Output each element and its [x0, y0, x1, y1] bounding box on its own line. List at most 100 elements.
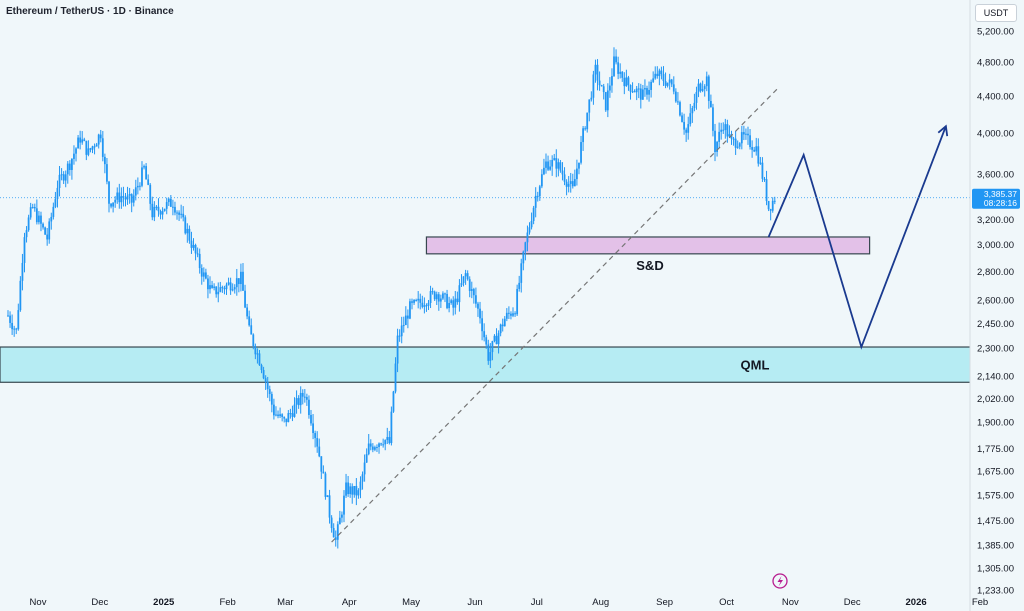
candle-body	[58, 174, 61, 188]
x-tick-label: Nov	[782, 597, 799, 608]
candle-body	[221, 287, 224, 289]
candle-body	[532, 207, 535, 221]
x-tick-label: Apr	[342, 597, 357, 608]
candle-body	[396, 335, 399, 364]
x-tick-label: Jul	[531, 597, 543, 608]
y-tick-label: 2,020.00	[977, 394, 1014, 405]
candle-body	[621, 71, 624, 78]
candle-body	[423, 305, 426, 307]
y-tick-label: 5,200.00	[977, 27, 1014, 38]
candle-body	[324, 473, 327, 497]
x-tick-label: Nov	[30, 597, 47, 608]
candle-body	[213, 286, 216, 288]
candle-body	[209, 285, 211, 290]
candle-body	[106, 164, 108, 182]
candle-body	[285, 418, 288, 423]
candle-body	[394, 363, 397, 392]
candle-body	[70, 158, 73, 170]
candle-body	[703, 86, 706, 90]
candle-body	[773, 200, 776, 202]
candle-body	[421, 302, 424, 307]
candle-body	[557, 162, 560, 169]
candle-body	[165, 202, 168, 209]
candle-body	[196, 253, 199, 255]
candle-body	[194, 244, 197, 254]
candle-body	[60, 174, 63, 176]
candle-body	[270, 394, 273, 405]
candle-body	[402, 325, 405, 327]
candle-body	[380, 443, 382, 445]
candle-body	[110, 203, 112, 207]
candle-body	[289, 413, 292, 415]
candle-body	[761, 162, 764, 179]
candle-body	[720, 129, 723, 132]
candle-body	[600, 85, 603, 87]
candle-body	[215, 286, 218, 295]
candle-body	[371, 446, 374, 450]
candle-body	[468, 279, 471, 291]
candle-body	[116, 192, 119, 200]
candle-body	[503, 318, 506, 327]
candle-body	[611, 76, 613, 86]
sd-label: S&D	[636, 258, 663, 273]
candle-body	[355, 485, 358, 496]
candle-body	[31, 207, 34, 209]
candle-body	[433, 291, 436, 300]
candle-body	[757, 146, 760, 164]
candles	[7, 47, 776, 549]
candle-body	[52, 206, 55, 217]
candle-body	[130, 194, 133, 203]
candle-body	[767, 200, 770, 210]
candle-body	[188, 228, 191, 241]
candle-body	[625, 77, 628, 87]
sd-zone	[425, 236, 871, 255]
candle-body	[281, 414, 284, 417]
candle-body	[363, 462, 366, 475]
candle-body	[42, 223, 44, 228]
candle-body	[153, 206, 156, 218]
candle-body	[617, 62, 620, 74]
candle-body	[139, 185, 141, 187]
candle-body	[693, 102, 696, 109]
candle-body	[134, 187, 137, 196]
candle-body	[50, 216, 53, 222]
candle-body	[361, 474, 364, 482]
candle-body	[56, 187, 59, 200]
candle-body	[573, 179, 576, 187]
candle-body	[388, 437, 391, 444]
candle-body	[83, 139, 86, 141]
candle-body	[242, 271, 244, 291]
candle-body	[462, 276, 465, 284]
candle-body	[608, 85, 611, 91]
candle-body	[619, 71, 622, 74]
candle-body	[316, 438, 319, 447]
candle-body	[126, 195, 129, 200]
symbol-title[interactable]: Ethereum / TetherUS · 1D · Binance	[6, 6, 174, 17]
candle-body	[530, 220, 533, 228]
candle-body	[351, 486, 354, 495]
currency-badge[interactable]: USDT	[975, 4, 1017, 22]
candle-body	[683, 121, 685, 130]
candle-body	[87, 148, 90, 155]
candle-body	[759, 162, 762, 164]
candle-body	[73, 153, 75, 159]
candle-body	[427, 302, 430, 306]
candle-body	[726, 124, 729, 137]
candle-body	[571, 181, 574, 187]
candle-body	[336, 524, 339, 540]
candle-body	[99, 134, 102, 139]
candle-body	[254, 346, 257, 355]
candle-body	[91, 146, 94, 150]
candle-body	[136, 185, 139, 188]
candle-body	[524, 242, 527, 252]
candle-body	[207, 278, 209, 290]
lightning-icon[interactable]	[772, 573, 788, 589]
candle-body	[89, 148, 92, 150]
candle-body	[334, 537, 337, 540]
candle-body	[163, 208, 166, 212]
candle-body	[13, 328, 16, 330]
candle-body	[172, 206, 174, 208]
candle-body	[446, 293, 448, 309]
candle-body	[501, 324, 504, 327]
